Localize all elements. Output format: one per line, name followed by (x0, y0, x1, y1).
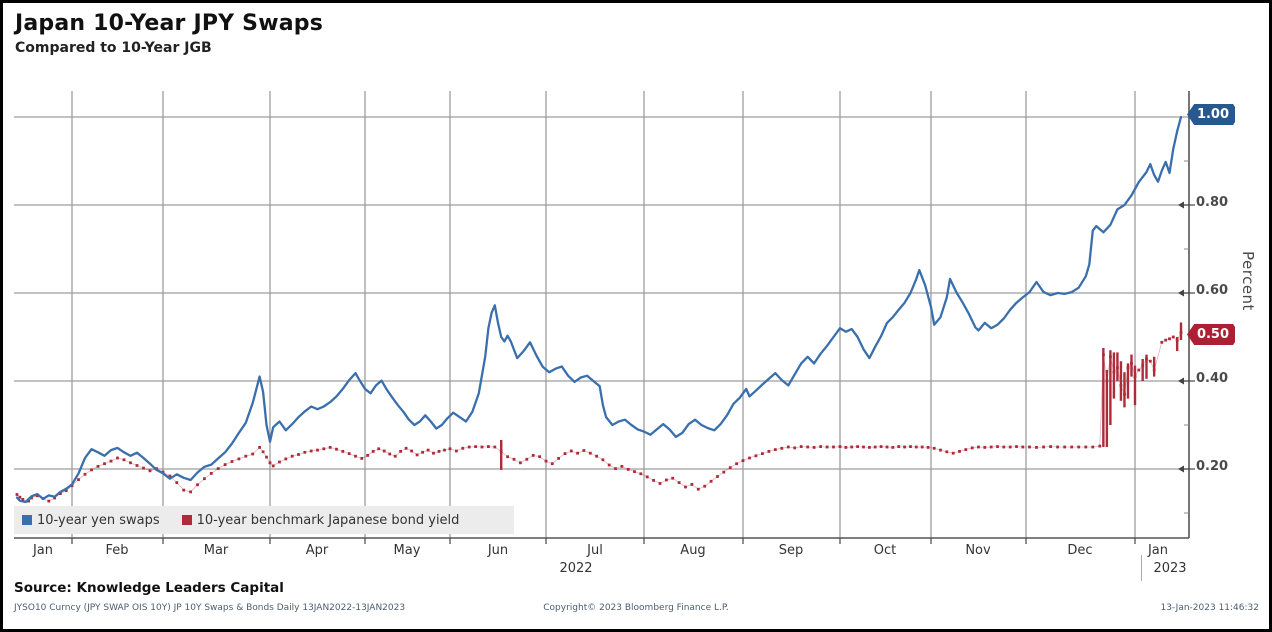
x-tick-jan-2022: Jan (32, 543, 54, 558)
last-value-badge-swaps: 1.00 (1187, 104, 1235, 125)
x-tick-nov: Nov (965, 543, 991, 558)
x-axis-year-2023: 2023 (1153, 561, 1187, 576)
y-tick-label-080: 0.80 (1196, 195, 1229, 210)
legend-label-jgb: 10-year benchmark Japanese bond yield (196, 512, 460, 528)
x-tick-oct: Oct (873, 543, 897, 558)
y-tick-label-040: 0.40 (1196, 371, 1229, 386)
x-tick-jul: Jul (587, 543, 603, 558)
y-tick-label-020: 0.20 (1196, 459, 1229, 474)
last-value-badge-jgb: 0.50 (1187, 324, 1235, 345)
legend-swatch-red-icon (181, 515, 192, 525)
y-axis-title: Percent (1239, 251, 1257, 311)
x-tick-apr: Apr (305, 543, 329, 558)
legend-item-swaps: 10-year yen swaps (22, 513, 160, 528)
x-tick-jan-2023: Jan (1147, 543, 1169, 558)
x-tick-jun: Jun (487, 543, 509, 558)
ticker-info: JYSO10 Curncy (JPY SWAP OIS 10Y) JP 10Y … (14, 603, 406, 613)
legend-swatch-blue-icon (22, 515, 32, 525)
x-tick-may: May (393, 543, 421, 558)
legend-label-swaps: 10-year yen swaps (37, 512, 160, 528)
x-tick-sep: Sep (778, 543, 804, 558)
timestamp: 13-Jan-2023 11:46:32 (1160, 603, 1259, 613)
source-line: Source: Knowledge Leaders Capital (14, 580, 284, 596)
page-title: Japan 10-Year JPY Swaps (15, 11, 324, 36)
y-tick-label-060: 0.60 (1196, 283, 1229, 298)
page-subtitle: Compared to 10-Year JGB (15, 40, 212, 56)
copyright-text: Copyright© 2023 Bloomberg Finance L.P. (543, 603, 729, 613)
legend-item-jgb: 10-year benchmark Japanese bond yield (181, 512, 460, 528)
x-tick-feb: Feb (105, 543, 129, 558)
year-separator-line (1141, 555, 1142, 581)
x-tick-aug: Aug (680, 543, 706, 558)
legend: 10-year yen swaps 10-year benchmark Japa… (14, 506, 514, 534)
x-tick-dec: Dec (1067, 543, 1093, 558)
plot-area (14, 91, 1195, 544)
x-tick-mar: Mar (203, 543, 229, 558)
x-axis-year-2022: 2022 (559, 561, 593, 576)
